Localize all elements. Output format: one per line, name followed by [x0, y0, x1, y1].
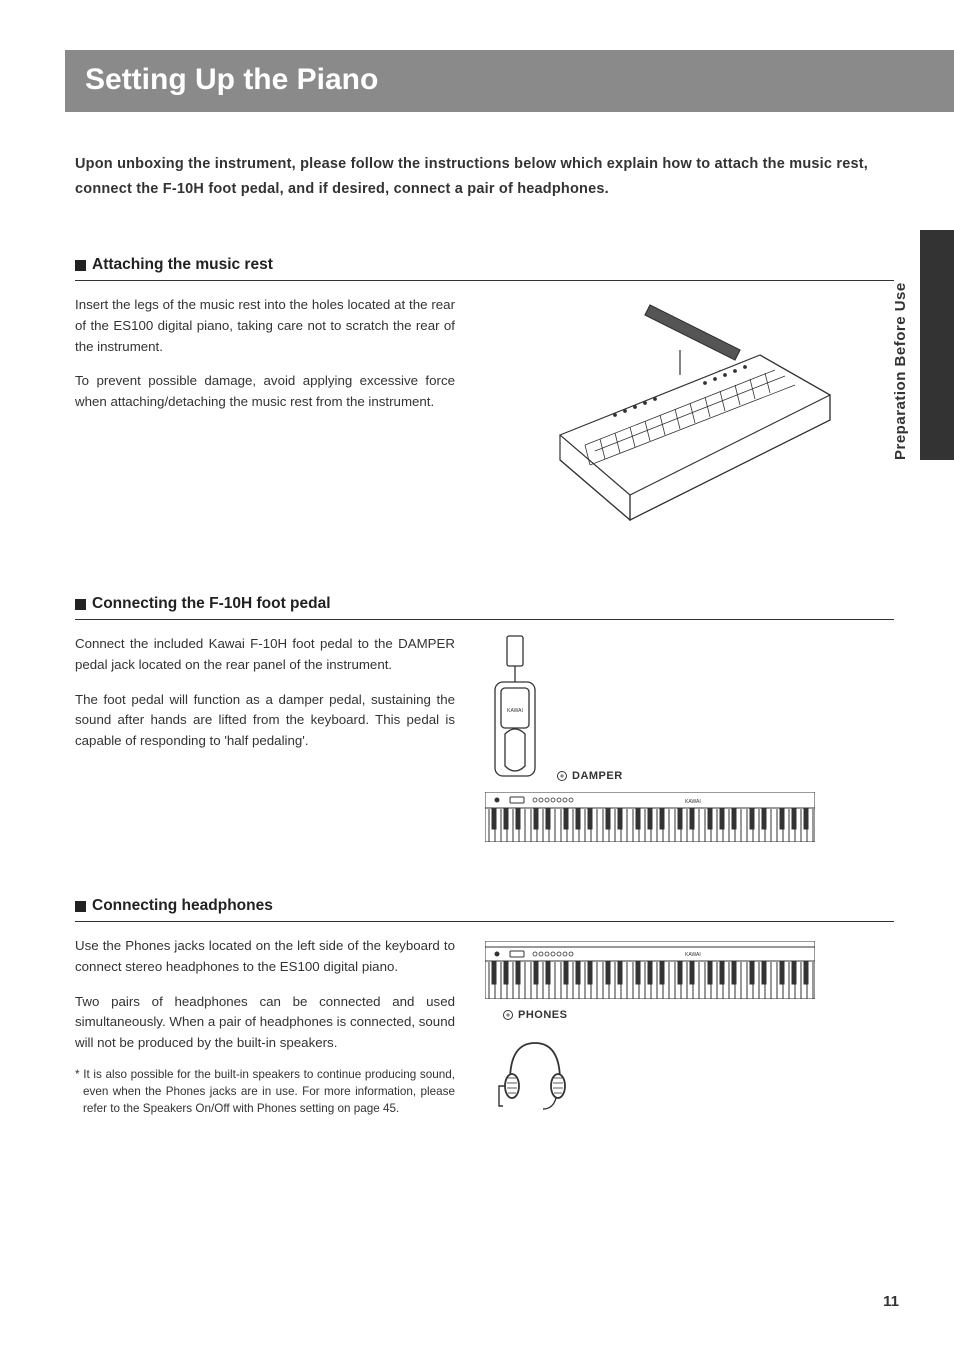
- side-tab: [920, 230, 954, 460]
- section-heading: Connecting headphones: [92, 897, 273, 915]
- jack-circle-icon: [557, 771, 567, 781]
- rear-panel-icon: KAWAI: [485, 941, 815, 999]
- piano-illustration-icon: [530, 295, 850, 555]
- section-body: Insert the legs of the music rest into t…: [75, 295, 455, 426]
- section-heading-row: Attaching the music rest: [75, 256, 894, 281]
- section-heading-row: Connecting headphones: [75, 897, 894, 922]
- svg-text:KAWAI: KAWAI: [685, 799, 701, 805]
- page-number: 11: [883, 1293, 899, 1310]
- body-paragraph: The foot pedal will function as a damper…: [75, 690, 455, 752]
- figure-foot-pedal: KAWAI DAMPER KAWAI: [485, 634, 894, 842]
- body-paragraph: Two pairs of headphones can be connected…: [75, 992, 455, 1054]
- body-paragraph: Insert the legs of the music rest into t…: [75, 295, 455, 357]
- jack-label-text: PHONES: [518, 1009, 567, 1021]
- square-bullet-icon: [75, 901, 86, 912]
- section-heading: Attaching the music rest: [92, 256, 273, 274]
- section-body: Use the Phones jacks located on the left…: [75, 936, 455, 1132]
- side-section-label: Preparation Before Use: [892, 230, 909, 460]
- svg-text:KAWAI: KAWAI: [685, 952, 701, 958]
- svg-text:KAWAI: KAWAI: [507, 708, 523, 714]
- rear-panel-icon: KAWAI: [485, 792, 815, 842]
- section-heading: Connecting the F-10H foot pedal: [92, 595, 331, 613]
- square-bullet-icon: [75, 260, 86, 271]
- square-bullet-icon: [75, 599, 86, 610]
- body-paragraph: To prevent possible damage, avoid applyi…: [75, 371, 455, 412]
- figure-headphones: KAWAI PHONES: [485, 936, 894, 1116]
- page-title: Setting Up the Piano: [85, 63, 378, 96]
- body-paragraph: Connect the included Kawai F-10H foot pe…: [75, 634, 455, 675]
- page-title-banner: Setting Up the Piano: [65, 50, 954, 112]
- footnote: * It is also possible for the built-in s…: [75, 1067, 455, 1118]
- foot-pedal-icon: KAWAI: [485, 634, 545, 784]
- phones-jack-label: PHONES: [503, 1009, 567, 1021]
- damper-jack-label: DAMPER: [557, 770, 623, 782]
- jack-circle-icon: [503, 1010, 513, 1020]
- intro-paragraph: Upon unboxing the instrument, please fol…: [75, 152, 894, 201]
- headphones-icon: [495, 1031, 575, 1111]
- figure-piano-music-rest: [485, 295, 894, 555]
- section-heading-row: Connecting the F-10H foot pedal: [75, 595, 894, 620]
- section-body: Connect the included Kawai F-10H foot pe…: [75, 634, 455, 765]
- jack-label-text: DAMPER: [572, 770, 623, 782]
- body-paragraph: Use the Phones jacks located on the left…: [75, 936, 455, 977]
